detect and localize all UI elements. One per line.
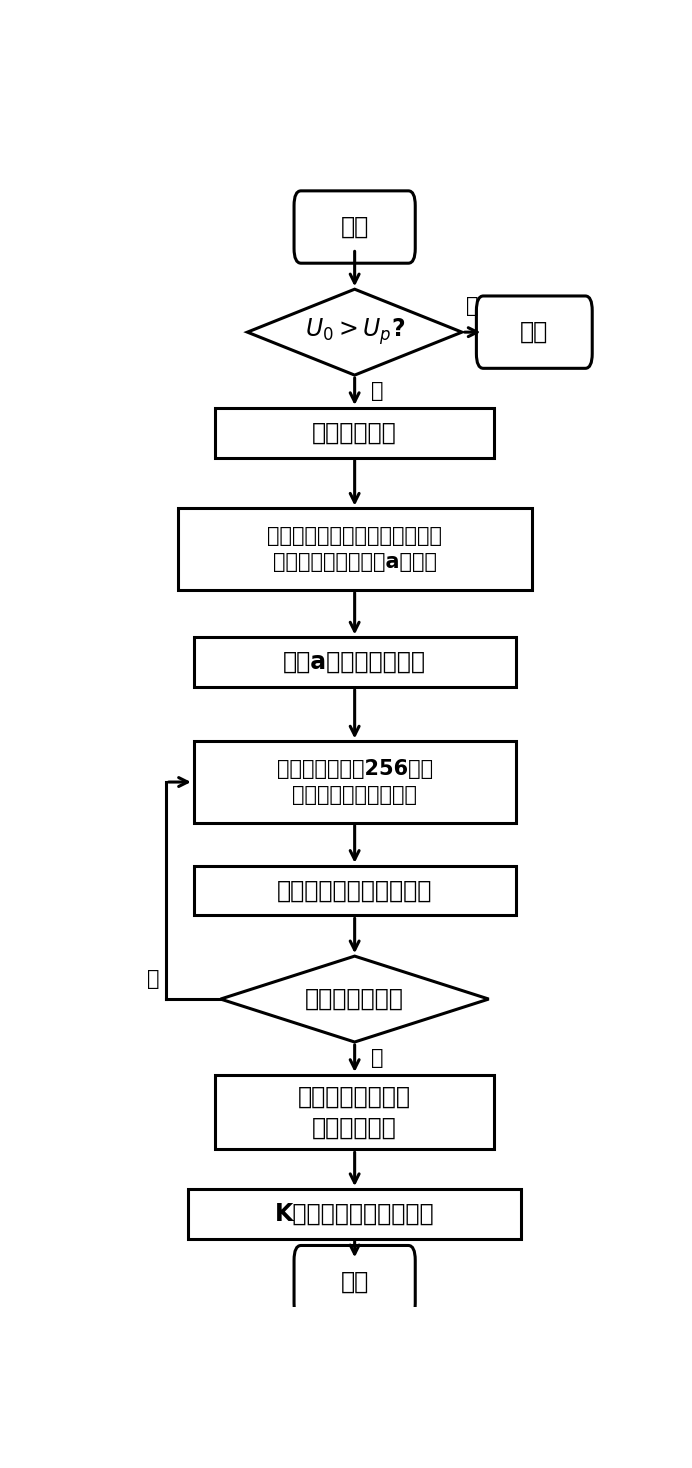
Bar bbox=[188, 1189, 521, 1239]
Text: $U_0>U_p$?: $U_0>U_p$? bbox=[304, 317, 405, 348]
Polygon shape bbox=[248, 289, 462, 376]
Bar bbox=[215, 408, 494, 458]
Text: 结束: 结束 bbox=[520, 320, 549, 344]
Text: K均値聚类选出故障线路: K均値聚类选出故障线路 bbox=[275, 1202, 435, 1226]
Text: 对故障时刻后的256个采
样点进行时频原子分解: 对故障时刻后的256个采 样点进行时频原子分解 bbox=[277, 759, 432, 806]
Text: 提取a模分量的突变量: 提取a模分量的突变量 bbox=[283, 650, 426, 674]
Text: 提取能量和频率的特征量: 提取能量和频率的特征量 bbox=[277, 878, 432, 903]
FancyBboxPatch shape bbox=[476, 297, 592, 368]
Text: 对能量和频率特征
量标准化处理: 对能量和频率特征 量标准化处理 bbox=[298, 1085, 411, 1139]
FancyBboxPatch shape bbox=[294, 191, 415, 263]
Bar bbox=[194, 741, 516, 822]
Bar bbox=[194, 637, 516, 687]
FancyBboxPatch shape bbox=[294, 1245, 415, 1318]
Text: 结束: 结束 bbox=[340, 1270, 369, 1293]
Text: 否: 否 bbox=[147, 969, 160, 989]
Text: 是: 是 bbox=[371, 382, 383, 401]
Polygon shape bbox=[221, 956, 489, 1042]
Text: 对母线进线及各出线三相电流进
行卡伦鲍厄变换提取a模分量: 对母线进线及各出线三相电流进 行卡伦鲍厄变换提取a模分量 bbox=[267, 526, 442, 573]
Text: 是: 是 bbox=[371, 1048, 383, 1069]
Text: 故障时刻判定: 故障时刻判定 bbox=[312, 421, 397, 445]
Text: 开始: 开始 bbox=[340, 214, 369, 239]
Text: 否: 否 bbox=[466, 297, 479, 316]
Text: 遍历所有线路？: 遍历所有线路？ bbox=[305, 986, 404, 1011]
Bar bbox=[194, 866, 516, 916]
Bar bbox=[215, 1076, 494, 1149]
Bar bbox=[178, 508, 531, 590]
